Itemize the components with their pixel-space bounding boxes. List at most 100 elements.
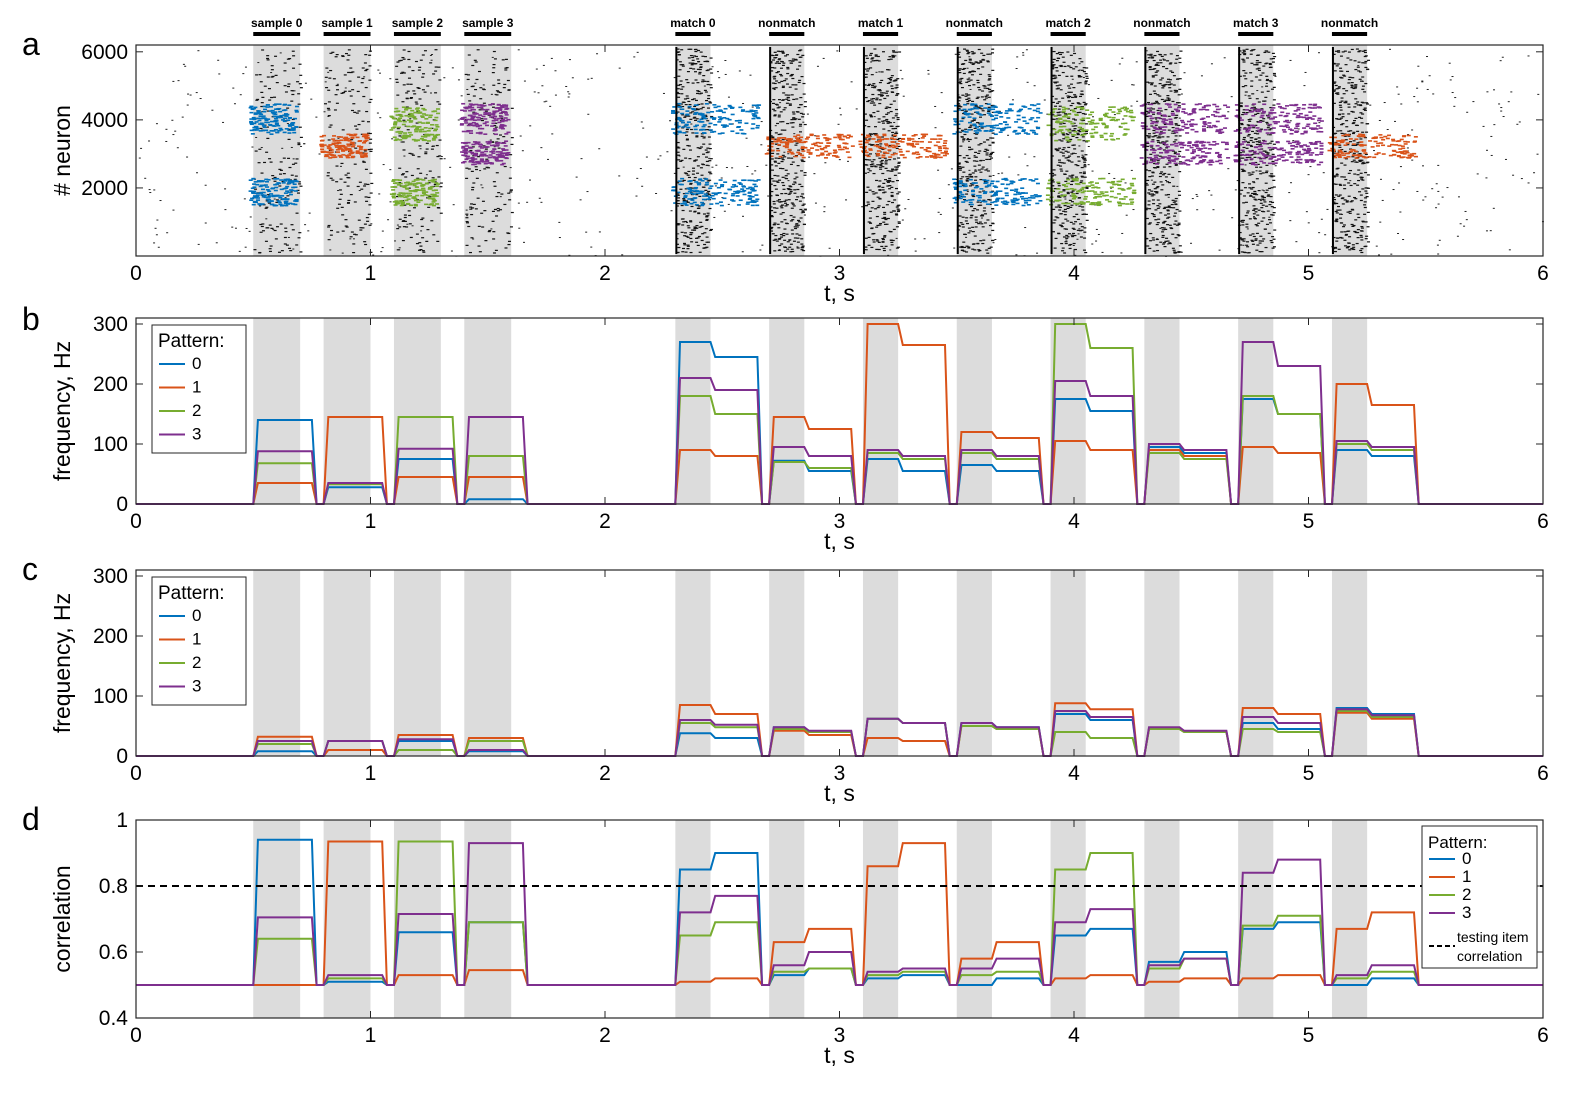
spike	[1070, 161, 1074, 163]
spike	[1085, 141, 1089, 143]
spike	[690, 199, 695, 201]
spike	[493, 128, 498, 130]
spike	[731, 123, 734, 125]
spike	[965, 236, 968, 238]
spike	[1073, 52, 1077, 55]
spike	[961, 129, 965, 131]
spike	[474, 166, 478, 168]
spike	[431, 204, 436, 207]
spike	[988, 144, 992, 146]
spike	[826, 154, 831, 156]
spike	[1054, 82, 1058, 84]
spike	[806, 151, 811, 153]
spike	[922, 133, 927, 136]
spike	[982, 192, 987, 195]
spike	[402, 186, 407, 188]
spike	[774, 165, 778, 167]
spike	[356, 185, 360, 188]
spike	[960, 86, 964, 89]
spike	[494, 249, 498, 251]
spike	[976, 96, 980, 98]
spike	[257, 112, 262, 114]
spike	[888, 177, 892, 180]
spike	[222, 121, 225, 123]
spike	[742, 193, 747, 196]
spike	[357, 219, 361, 221]
spike	[864, 76, 868, 78]
spike	[702, 124, 707, 126]
spike	[773, 67, 777, 69]
spike	[720, 132, 725, 134]
spike	[974, 169, 977, 171]
spike	[889, 58, 893, 60]
spike	[1020, 178, 1025, 180]
spike	[803, 172, 807, 174]
spike	[1056, 87, 1060, 89]
spike	[244, 66, 247, 68]
spike	[689, 54, 693, 57]
spike	[1397, 93, 1400, 95]
spike	[1028, 118, 1033, 121]
spike	[494, 122, 498, 124]
spike	[291, 186, 296, 189]
spike	[471, 64, 475, 67]
spike	[711, 192, 716, 194]
spike	[957, 96, 961, 98]
spike	[407, 66, 411, 68]
spike	[703, 136, 706, 138]
spike	[400, 192, 405, 195]
spike	[402, 120, 407, 123]
spike	[499, 159, 504, 162]
spike	[509, 154, 513, 156]
spike	[699, 108, 703, 110]
spike	[779, 205, 783, 207]
spike	[890, 87, 894, 90]
spike	[881, 238, 885, 241]
spike	[704, 189, 708, 191]
spike	[982, 159, 985, 161]
spike	[713, 182, 718, 185]
spike	[696, 92, 700, 95]
spike	[865, 139, 870, 142]
spike	[481, 200, 485, 202]
spike	[1074, 221, 1078, 223]
spike	[336, 207, 340, 209]
spike	[368, 79, 372, 81]
spike	[406, 198, 411, 200]
spike	[738, 183, 743, 185]
spike	[265, 188, 270, 191]
spike	[666, 151, 669, 153]
spike	[263, 108, 268, 111]
spike	[427, 179, 432, 182]
spike	[430, 124, 435, 126]
spike	[786, 72, 790, 75]
spike	[794, 144, 798, 146]
spike	[490, 125, 495, 127]
spike	[290, 224, 294, 226]
spike	[464, 158, 469, 161]
spike	[149, 192, 152, 194]
spike	[1196, 195, 1199, 197]
spike	[871, 163, 875, 165]
spike	[672, 189, 677, 192]
spike	[889, 211, 893, 213]
spike	[993, 133, 998, 136]
spike	[415, 127, 420, 130]
spike	[870, 133, 874, 135]
spike	[985, 179, 990, 182]
spike	[547, 158, 550, 160]
spike	[337, 154, 342, 157]
spike	[264, 180, 269, 183]
spike	[421, 107, 426, 110]
spike	[493, 208, 497, 211]
spike	[410, 109, 415, 112]
spike	[1132, 209, 1135, 211]
spike	[1274, 165, 1277, 167]
spike	[846, 160, 849, 162]
spike	[1007, 126, 1012, 129]
spike	[688, 188, 693, 190]
spike	[1145, 50, 1148, 52]
spike	[957, 69, 961, 71]
spike	[1078, 223, 1082, 225]
spike	[957, 127, 961, 130]
